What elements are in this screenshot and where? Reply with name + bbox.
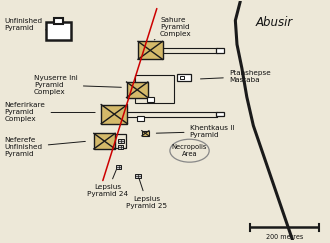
Text: 200 metres: 200 metres <box>266 234 303 240</box>
Text: Abusir: Abusir <box>256 16 293 29</box>
Polygon shape <box>181 76 184 79</box>
Polygon shape <box>118 139 124 143</box>
Text: Ptahshepse
Mastaba: Ptahshepse Mastaba <box>201 70 271 83</box>
Text: Sahure
Pyramid
Complex: Sahure Pyramid Complex <box>154 17 192 40</box>
Text: Neferirkare
Pyramid
Complex: Neferirkare Pyramid Complex <box>5 103 95 122</box>
Polygon shape <box>147 97 153 102</box>
Bar <box>178 75 190 81</box>
Text: Necropolis
Area: Necropolis Area <box>172 144 207 157</box>
Text: Lepsius
Pyramid 24: Lepsius Pyramid 24 <box>87 169 128 197</box>
Polygon shape <box>101 104 127 124</box>
Polygon shape <box>137 116 144 121</box>
Bar <box>47 22 71 40</box>
Polygon shape <box>138 41 163 59</box>
Text: Unfinished
Pyramid: Unfinished Pyramid <box>5 17 47 31</box>
Polygon shape <box>118 145 123 149</box>
Polygon shape <box>115 165 121 169</box>
Text: Lepsius
Pyramid 25: Lepsius Pyramid 25 <box>126 178 168 209</box>
Polygon shape <box>126 82 148 97</box>
Bar <box>216 48 223 52</box>
Polygon shape <box>94 133 115 149</box>
Text: Neferefe
Unfinished
Pyramid: Neferefe Unfinished Pyramid <box>5 137 85 157</box>
Polygon shape <box>142 131 149 136</box>
Text: Nyuserre Ini
Pyramid
Complex: Nyuserre Ini Pyramid Complex <box>34 75 121 95</box>
Polygon shape <box>135 174 141 178</box>
Bar <box>100 134 126 148</box>
Text: Khentkaus II
Pyramid: Khentkaus II Pyramid <box>156 125 234 138</box>
Bar <box>216 112 223 116</box>
Bar <box>135 75 174 103</box>
Bar <box>54 17 63 24</box>
